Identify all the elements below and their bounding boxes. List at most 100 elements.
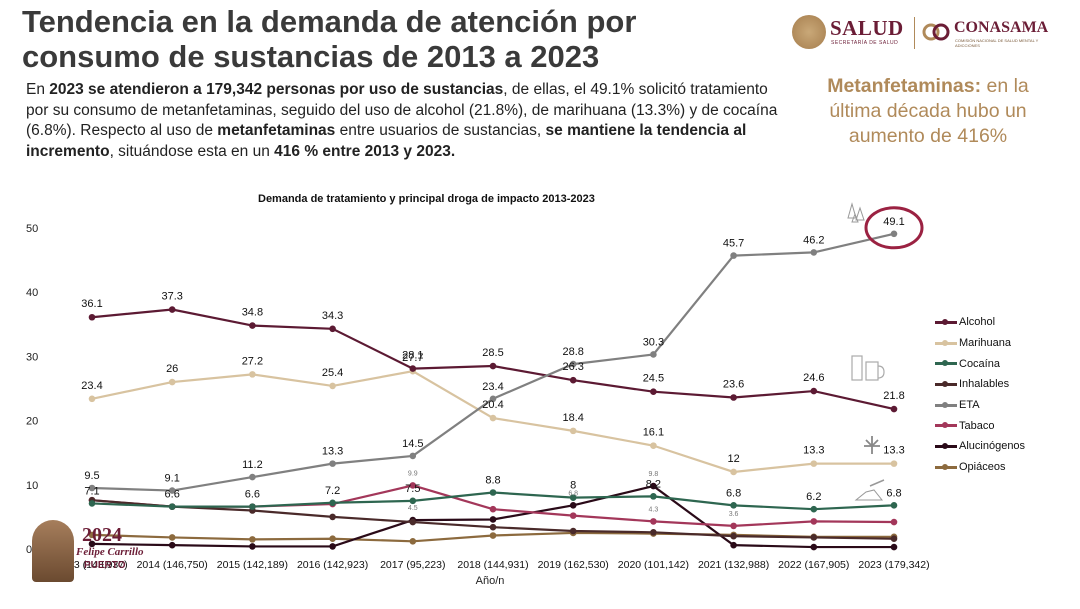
data-label: 6.8 [726,487,741,499]
para-part-6: se mantiene la tendencia al incremento [26,122,747,160]
data-point [650,493,657,500]
data-point [88,500,96,507]
summary-paragraph: En 2023 se atendieron a 179,342 personas… [26,80,778,162]
legend-item: Opiáceos [935,457,1025,478]
data-point [329,543,336,550]
legend-label: Tabaco [959,419,995,432]
badge-name: Felipe Carrillo [76,546,144,558]
x-tick-label: 2019 (162,530) [538,559,609,571]
legend-item: Marihuana [935,333,1025,354]
para-part-5: entre usuarios de sustancias, [335,122,546,139]
data-label: 28.8 [562,346,583,358]
data-label: 25.4 [322,367,343,379]
legend-label: Alucinógenos [959,440,1026,453]
data-label: 46.2 [803,234,824,246]
legend-item: Alcohol [935,312,1025,333]
data-label: 9.8 [649,471,659,478]
data-label: 45.7 [723,238,744,250]
page-title: Tendencia en la demanda de atención por … [22,4,637,74]
beer-icon [851,355,885,381]
data-label: 21.8 [883,390,904,402]
salud-seal-icon [792,15,826,49]
legend-item: Cocaína [935,353,1025,374]
data-point [489,489,497,496]
data-label: 18.4 [562,412,583,424]
data-point [569,512,577,519]
logo-divider [914,17,915,49]
data-label: 36.1 [81,298,102,310]
data-point [650,442,657,449]
data-point [890,460,898,467]
x-tick-label: 2015 (142,189) [217,559,288,571]
chart-legend: Alcohol Marihuana Cocaína Inhalables ETA Taba… [935,312,1025,478]
data-point [489,395,497,403]
conasama-logo: CONASAMA [954,19,1049,36]
data-label: 13.3 [883,445,904,457]
x-tick-label: 2014 (146,750) [137,559,208,571]
cannabis-leaf-icon [864,436,880,454]
data-point [810,387,818,395]
data-label: 28.1 [402,350,423,362]
data-point [730,394,737,401]
legend-swatch [935,339,957,346]
series-line-alcohol [91,308,895,411]
x-tick-label: 2013 (143,937) [56,559,127,571]
data-label: 23.4 [81,380,102,392]
y-tick-label: 10 [26,480,38,492]
x-axis-label: Año/n [476,575,505,587]
legend-swatch [935,318,957,325]
badge-subtitle: PUERTO [84,560,126,571]
data-label: 6.8 [568,490,578,497]
data-label: 13.3 [803,445,824,457]
data-label: 9.1 [165,473,180,485]
series-line-eta [91,232,895,492]
data-point [409,497,417,505]
data-point [730,522,737,530]
chart-icons [847,202,885,501]
data-point [890,518,898,526]
legend-label: Cocaína [959,357,1000,370]
data-label: 8 [570,480,576,492]
chart-labels: 4.5 6.8 9.8 9.9 4.3 3.6 7.1 6.6 6.6 7.2 7.5 8.8 8 8.2… [81,206,924,518]
legend-swatch [935,442,957,449]
data-point [730,252,737,259]
callout-bold: Metanfetaminas: [827,75,982,97]
x-tick-label: 2017 (95,223) [380,559,445,571]
data-label: 23.6 [723,378,744,390]
data-point [810,543,818,551]
data-point [489,505,497,513]
data-point [489,523,497,531]
legend-swatch [935,380,957,387]
chart-points [88,230,898,551]
data-point [88,313,96,321]
chart-title: Demanda de tratamiento y principal droga… [258,193,595,205]
legend-item: Alucinógenos [935,436,1025,457]
data-point [249,543,256,550]
data-label: 26.3 [562,361,583,373]
data-point [569,376,577,384]
data-point [168,378,176,386]
portrait-icon [32,520,74,582]
data-label: 7.1 [84,485,99,497]
y-tick-label: 30 [26,351,38,363]
data-point [168,534,176,541]
para-part-2: 2023 se atendieron a 179,342 personas po… [49,81,504,98]
data-point [569,527,577,535]
data-point [409,482,417,489]
data-label: 49.1 [883,216,904,228]
data-label: 7.5 [405,483,420,495]
anniversary-badge: 2024 Felipe Carrillo PUERTO [28,520,178,590]
data-label: 8.8 [485,475,500,487]
legend-label: Marihuana [959,337,1011,350]
legend-label: ETA [959,399,980,412]
salud-subtitle: SECRETARÍA DE SALUD [831,40,899,46]
data-point [569,427,577,435]
data-label: 7.2 [325,485,340,497]
data-point [890,230,898,238]
data-label: 30.3 [643,336,664,348]
data-point [249,473,256,481]
data-point [890,405,898,413]
legend-swatch [935,360,957,367]
data-label: 6.6 [245,489,260,501]
